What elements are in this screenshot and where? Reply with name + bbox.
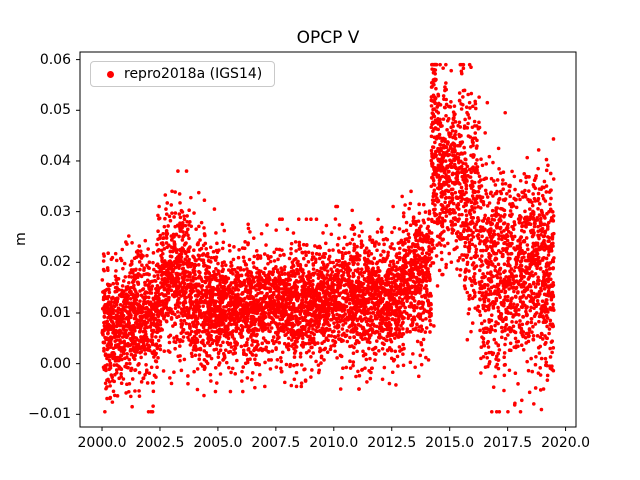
x-tick-label: 2012.5 xyxy=(367,435,417,451)
y-tick-label: 0.03 xyxy=(39,203,71,220)
x-tick-label: 2005.0 xyxy=(193,435,243,451)
x-tick-label: 2010.0 xyxy=(309,435,359,451)
x-tick-label: 2007.5 xyxy=(251,435,301,451)
x-tick-label: 2002.5 xyxy=(135,435,185,451)
x-tick-label: 2017.5 xyxy=(483,435,533,451)
x-tick-label: 2020.0 xyxy=(541,435,591,451)
y-tick-label: 0.05 xyxy=(39,102,71,119)
y-tick-label: 0.02 xyxy=(39,254,71,271)
y-tick-label: 0.04 xyxy=(39,152,71,169)
y-tick-label: −0.01 xyxy=(28,406,71,423)
y-tick-label: 0.06 xyxy=(39,51,71,68)
legend-label: repro2018a (IGS14) xyxy=(124,66,263,82)
y-tick-label: 0.01 xyxy=(39,304,71,321)
chart-title: OPCP V xyxy=(296,28,360,48)
legend: repro2018a (IGS14) xyxy=(90,61,276,87)
y-tick-label: 0.00 xyxy=(39,355,71,372)
x-tick-label: 2015.0 xyxy=(425,435,475,451)
x-tick-label: 2000.0 xyxy=(77,435,127,451)
y-axis-label: m xyxy=(13,232,29,246)
legend-marker-dot-icon xyxy=(107,70,114,78)
